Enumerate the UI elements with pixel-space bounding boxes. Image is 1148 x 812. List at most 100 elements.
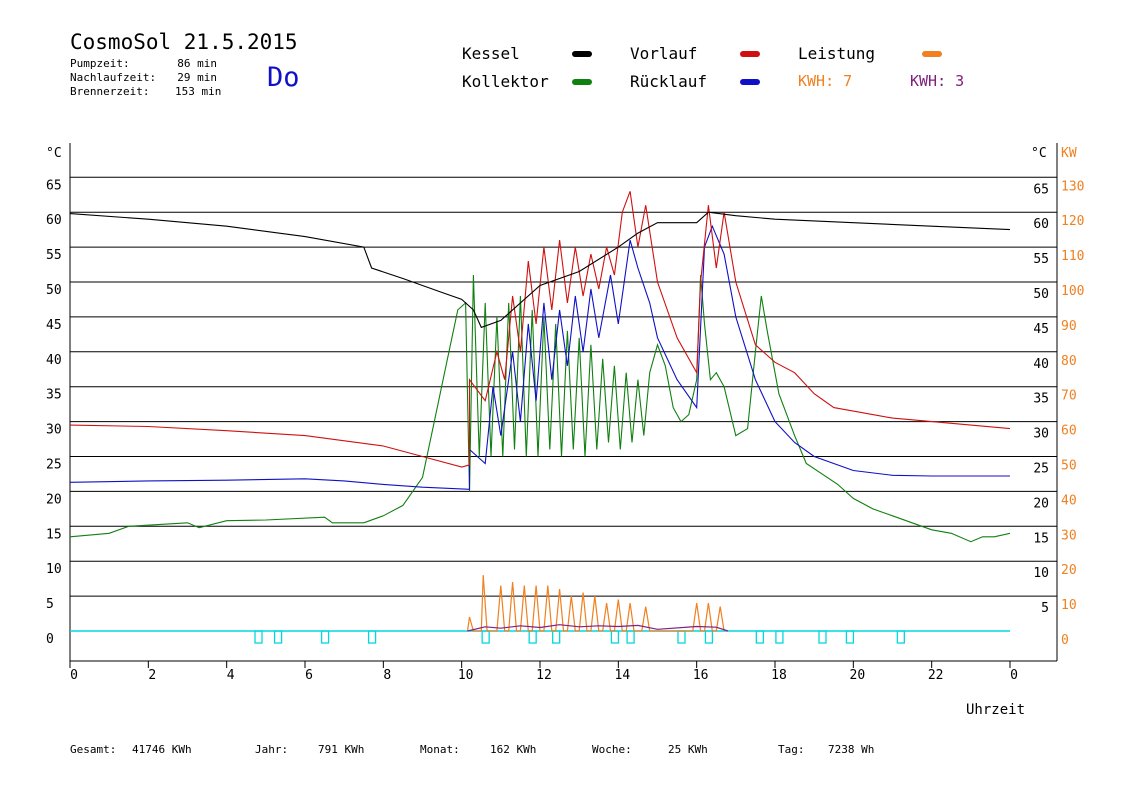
footer-gesamt-value: 41746 KWh — [132, 743, 192, 756]
pump-marker — [528, 630, 537, 644]
y-tick-label-left: 15 — [46, 527, 62, 542]
y-tick-label-left: 35 — [46, 388, 62, 403]
y-tick-label-right: 35 — [1033, 392, 1049, 407]
x-tick-label: 4 — [227, 668, 235, 683]
footer-monat: Monat: 162 KWh — [420, 743, 536, 756]
y-tick-label-left: 55 — [46, 248, 62, 263]
series-ruecklauf — [69, 224, 1010, 490]
pump-marker — [677, 630, 686, 644]
kwh-orange-label: KWH: 7 — [798, 72, 853, 90]
x-tick-label: 16 — [693, 668, 709, 683]
legend-leistung-swatch — [922, 51, 942, 57]
x-tick-label: 10 — [458, 668, 474, 683]
pump-marker — [367, 630, 377, 644]
legend-kollektor-label: Kollektor — [462, 72, 549, 91]
y-tick-label-left: 45 — [46, 318, 62, 333]
legend-kessel-swatch — [572, 51, 592, 57]
y-tick-label-left: 20 — [46, 492, 62, 507]
x-tick-label: 8 — [383, 668, 391, 683]
stat-label: Pumpzeit: — [70, 57, 130, 70]
y-tick-label-right: 50 — [1033, 287, 1049, 302]
y-tick-label-kw: 110 — [1061, 249, 1084, 264]
y-unit-kw: KW — [1061, 146, 1077, 161]
y-tick-label-left: 65 — [46, 178, 62, 193]
x-tick-label: 20 — [850, 668, 866, 683]
footer-jahr-value: 791 KWh — [318, 743, 365, 756]
pump-marker — [273, 630, 283, 644]
legend-ruecklauf-swatch — [740, 79, 760, 85]
y-tick-label-right: 10 — [1033, 566, 1049, 581]
stat-pumpzeit: Pumpzeit: 86 min — [70, 57, 217, 70]
x-tick-label: 18 — [771, 668, 787, 683]
pump-marker — [610, 630, 620, 644]
y-tick-label-kw: 20 — [1061, 563, 1077, 578]
x-axis-label: Uhrzeit — [966, 702, 1025, 718]
y-tick-label-left: 40 — [46, 353, 62, 368]
pump-marker — [818, 630, 827, 644]
pump-marker — [320, 630, 330, 644]
x-tick-label: 14 — [615, 668, 631, 683]
y-tick-label-right: 20 — [1033, 496, 1049, 511]
y-tick-label-right: 45 — [1033, 322, 1049, 337]
pump-marker — [481, 630, 490, 644]
y-tick-label-kw: 100 — [1061, 284, 1084, 299]
legend-leistung-label: Leistung — [798, 44, 876, 63]
y-unit-left: °C — [46, 146, 62, 161]
y-tick-label-kw: 0 — [1061, 633, 1069, 648]
y-tick-label-right: 5 — [1041, 601, 1049, 616]
pump-marker — [704, 630, 714, 644]
y-tick-label-left: 10 — [46, 562, 62, 577]
footer-gesamt-label: Gesamt: — [70, 743, 117, 756]
x-tick-label: 6 — [305, 668, 313, 683]
stat-value: 86 min — [177, 57, 217, 70]
legend-vorlauf-swatch — [740, 51, 760, 57]
series-vorlauf — [69, 191, 1011, 468]
series-kollektor — [69, 274, 1011, 543]
footer-jahr: Jahr: 791 KWh — [255, 743, 364, 756]
y-tick-label-kw: 120 — [1061, 214, 1084, 229]
y-tick-label-right: 40 — [1033, 357, 1049, 372]
footer-jahr-label: Jahr: — [255, 743, 289, 756]
stat-value: 153 min — [175, 85, 222, 98]
pump-marker — [626, 630, 635, 644]
stat-label: Brennerzeit: — [70, 85, 150, 98]
x-tick-label: 0 — [1010, 668, 1018, 683]
pump-marker — [755, 630, 764, 644]
y-tick-label-right: 65 — [1033, 182, 1049, 197]
series-kwh-purple — [467, 624, 729, 632]
y-tick-label-kw: 30 — [1061, 528, 1077, 543]
footer-gesamt: Gesamt: 41746 KWh — [70, 743, 192, 756]
series-leistung — [466, 575, 725, 632]
y-tick-label-left: 60 — [46, 213, 62, 228]
legend-kollektor-swatch — [572, 79, 592, 85]
pump-marker — [775, 630, 784, 644]
kwh-purple-label: KWH: 3 — [910, 72, 965, 90]
y-tick-label-left: 30 — [46, 423, 62, 438]
footer-woche: Woche: 25 KWh — [592, 743, 708, 756]
y-tick-label-right: 25 — [1033, 462, 1049, 477]
x-tick-label: 0 — [70, 668, 78, 683]
legend-vorlauf-label: Vorlauf — [630, 44, 698, 63]
legend-ruecklauf-label: Rücklauf — [630, 72, 708, 91]
footer-tag: Tag: 7238 Wh — [778, 743, 874, 756]
y-unit-right: °C — [1031, 146, 1047, 161]
y-tick-label-right: 60 — [1033, 217, 1049, 232]
y-tick-label-kw: 10 — [1061, 598, 1077, 613]
x-tick-label: 22 — [928, 668, 944, 683]
footer-monat-value: 162 KWh — [490, 743, 537, 756]
y-tick-label-left: 0 — [46, 632, 54, 647]
series-kessel — [69, 211, 1011, 329]
chart-title: CosmoSol 21.5.2015 — [70, 30, 298, 54]
x-tick-label: 12 — [536, 668, 552, 683]
y-tick-label-kw: 40 — [1061, 493, 1077, 508]
y-tick-label-right: 15 — [1033, 531, 1049, 546]
stat-brennerzeit: Brennerzeit: 153 min — [70, 85, 221, 98]
footer-tag-label: Tag: — [778, 743, 805, 756]
y-tick-label-kw: 70 — [1061, 389, 1077, 404]
y-tick-label-kw: 60 — [1061, 424, 1077, 439]
legend-kessel-label: Kessel — [462, 44, 520, 63]
stat-label: Nachlaufzeit: — [70, 71, 157, 84]
pump-marker — [552, 630, 561, 644]
y-tick-label-right: 55 — [1033, 252, 1049, 267]
